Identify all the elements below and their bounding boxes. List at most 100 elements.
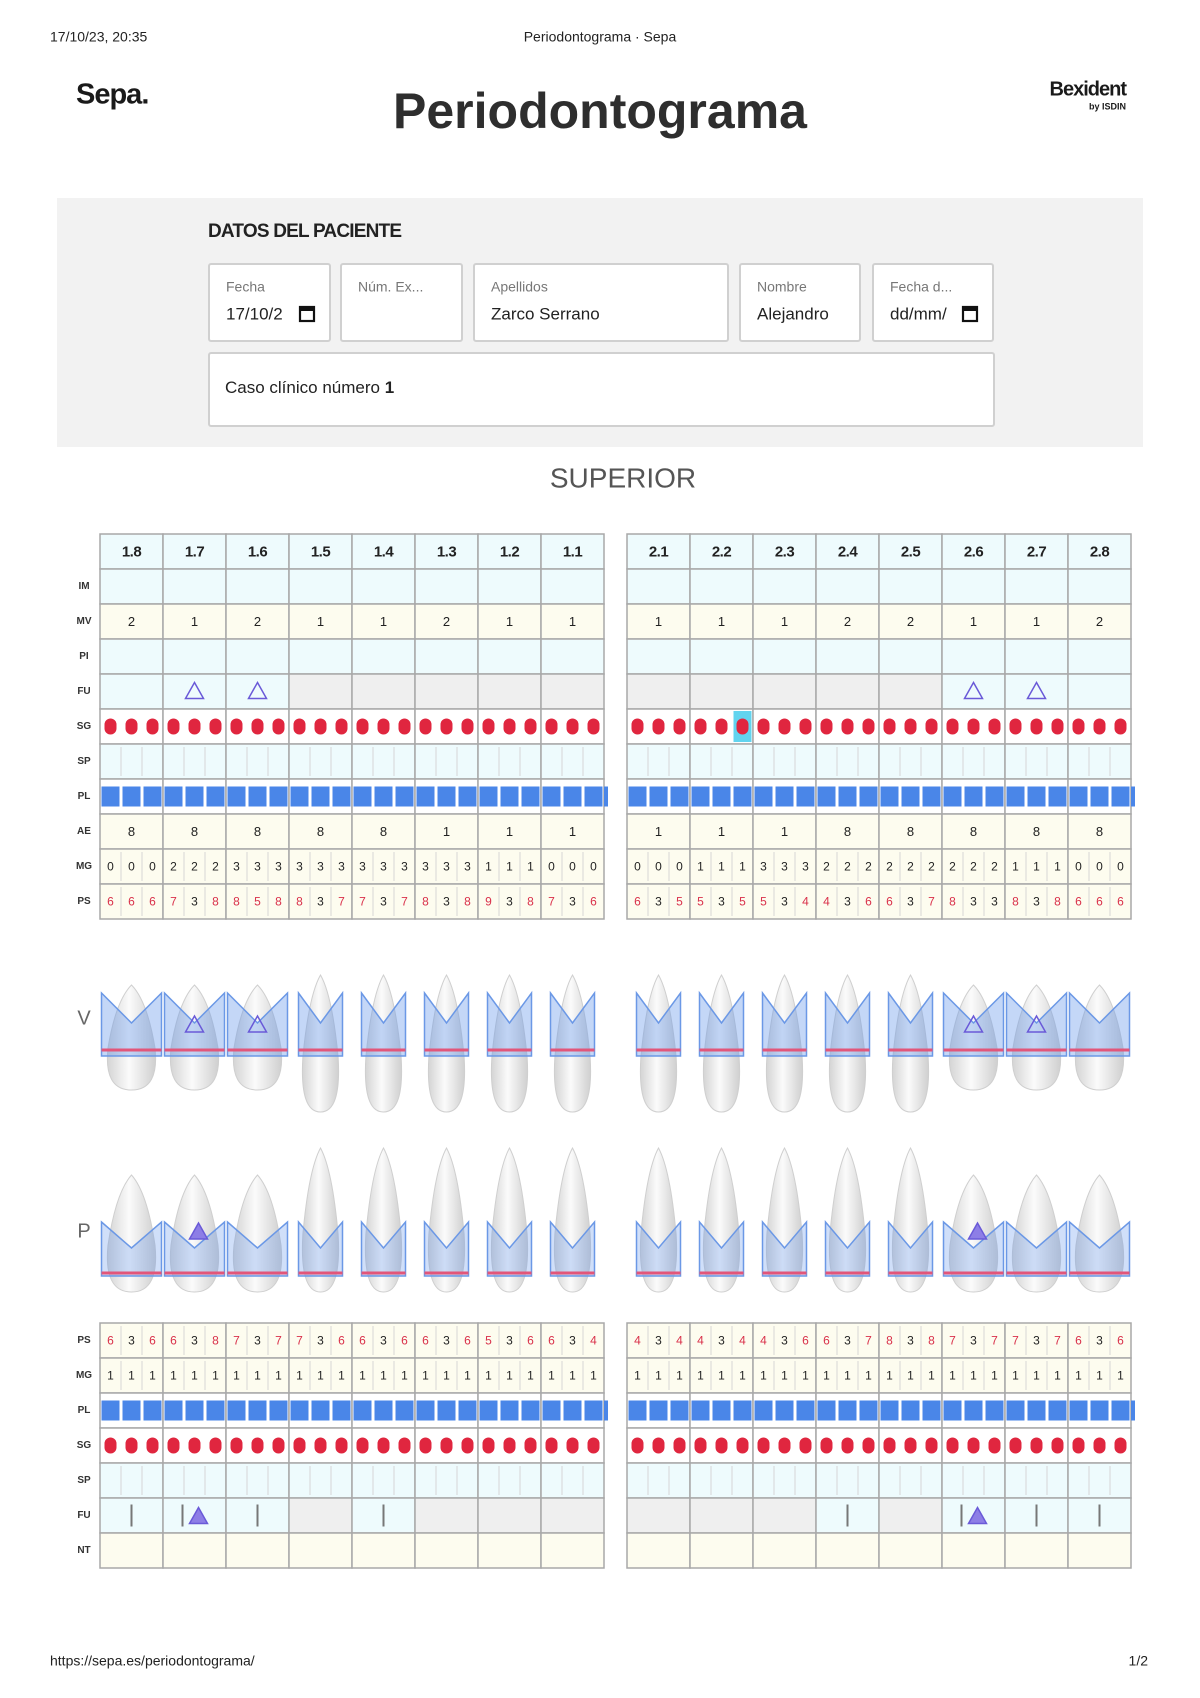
mg-value: 3 <box>254 860 261 874</box>
ps-value: 3 <box>191 895 198 909</box>
tooth <box>301 973 340 1113</box>
probing-area <box>297 1219 344 1277</box>
probing-area <box>1005 1220 1068 1277</box>
cell <box>626 673 691 710</box>
plaque-mark <box>416 786 435 807</box>
bleeding-dot <box>1114 1437 1127 1454</box>
bleeding-dot <box>673 1437 686 1454</box>
plaque-mark <box>584 1400 603 1421</box>
field-box[interactable] <box>739 263 861 342</box>
cell <box>414 533 479 570</box>
bleeding-dot <box>482 718 495 735</box>
case-box[interactable] <box>208 352 995 427</box>
cell <box>351 813 416 850</box>
probing-area <box>163 991 226 1057</box>
cell <box>351 1532 416 1569</box>
plaque-mark <box>754 1400 773 1421</box>
mg-value: 2 <box>886 860 893 874</box>
cell <box>540 568 605 605</box>
mg-value: 2 <box>970 860 977 874</box>
ps-value: 3 <box>317 895 324 909</box>
cell <box>162 743 227 780</box>
ps-value: 6 <box>1075 1334 1082 1348</box>
cell <box>477 1532 542 1569</box>
tooth <box>106 1174 157 1293</box>
cell <box>351 638 416 675</box>
main-title: Periodontograma <box>393 83 808 139</box>
mg-value: 1 <box>170 1369 177 1383</box>
tooth <box>765 973 804 1113</box>
mg-value: 1 <box>338 1369 345 1383</box>
probing-area <box>100 991 163 1057</box>
ps-value: 3 <box>781 895 788 909</box>
cell <box>540 638 605 675</box>
mg-value: 2 <box>170 860 177 874</box>
bleeding-dot <box>125 718 138 735</box>
cell <box>689 638 754 675</box>
probing-area <box>761 990 808 1057</box>
ps-value: 7 <box>338 895 345 909</box>
plaque-mark <box>943 1400 962 1421</box>
plaque-mark <box>1111 786 1130 807</box>
cell <box>1067 1357 1132 1394</box>
field-box[interactable] <box>473 263 729 342</box>
field-box[interactable] <box>208 263 331 342</box>
cell <box>225 568 290 605</box>
tooth <box>891 973 930 1113</box>
bleeding-dot <box>335 718 348 735</box>
print-title: Periodontograma · Sepa <box>524 29 677 45</box>
bleeding-dot <box>862 1437 875 1454</box>
plaque-mark <box>901 1400 920 1421</box>
cell <box>1004 1322 1069 1359</box>
bleeding-dot <box>566 1437 579 1454</box>
plaque-mark <box>712 786 731 807</box>
mg-value: 3 <box>443 860 450 874</box>
ps-value: 7 <box>170 895 177 909</box>
cell <box>815 533 880 570</box>
cell <box>162 603 227 640</box>
cell <box>414 638 479 675</box>
plaque-mark <box>479 1400 498 1421</box>
furcation-mark <box>967 1505 988 1525</box>
bleeding-dot <box>398 1437 411 1454</box>
mg-value: 1 <box>928 1369 935 1383</box>
plaque-mark <box>691 786 710 807</box>
footer-url: https://sepa.es/periodontograma/ <box>50 1653 255 1669</box>
mg-value: 1 <box>1075 1369 1082 1383</box>
mg-value: 1 <box>107 1369 114 1383</box>
cell <box>626 638 691 675</box>
probing-area <box>163 1220 226 1277</box>
field-box[interactable] <box>340 263 463 342</box>
ps-value: 7 <box>991 1334 998 1348</box>
bleeding-dot <box>925 1437 938 1454</box>
cell <box>626 1497 691 1534</box>
cell <box>99 1462 164 1499</box>
plaque-mark <box>964 786 983 807</box>
ps-value: 6 <box>464 1334 471 1348</box>
tooth-number: 2.4 <box>838 543 859 560</box>
cell <box>626 743 691 780</box>
cell <box>689 848 754 885</box>
field-box[interactable] <box>872 263 994 342</box>
mg-value: 1 <box>676 1369 683 1383</box>
bleeding-dot <box>377 718 390 735</box>
cell <box>99 1532 164 1569</box>
ps-value: 6 <box>1117 895 1124 909</box>
bleeding-dot <box>1114 718 1127 735</box>
tooth-number: 1.7 <box>185 543 205 560</box>
mg-value: 3 <box>317 860 324 874</box>
ps-value: 4 <box>676 1334 683 1348</box>
mg-value: 1 <box>865 1369 872 1383</box>
mg-value: 2 <box>212 860 219 874</box>
plaque-mark <box>754 786 773 807</box>
cell <box>414 673 479 710</box>
probing-area <box>226 1220 289 1277</box>
bleeding-dot <box>503 718 516 735</box>
mg-value: 2 <box>823 860 830 874</box>
cell-value: 8 <box>1033 824 1040 839</box>
furcation-mark <box>967 1221 988 1240</box>
tooth-number: 2.2 <box>712 543 732 560</box>
bleeding-dot <box>736 1437 749 1454</box>
ps-value: 3 <box>844 895 851 909</box>
mg-value: 2 <box>991 860 998 874</box>
